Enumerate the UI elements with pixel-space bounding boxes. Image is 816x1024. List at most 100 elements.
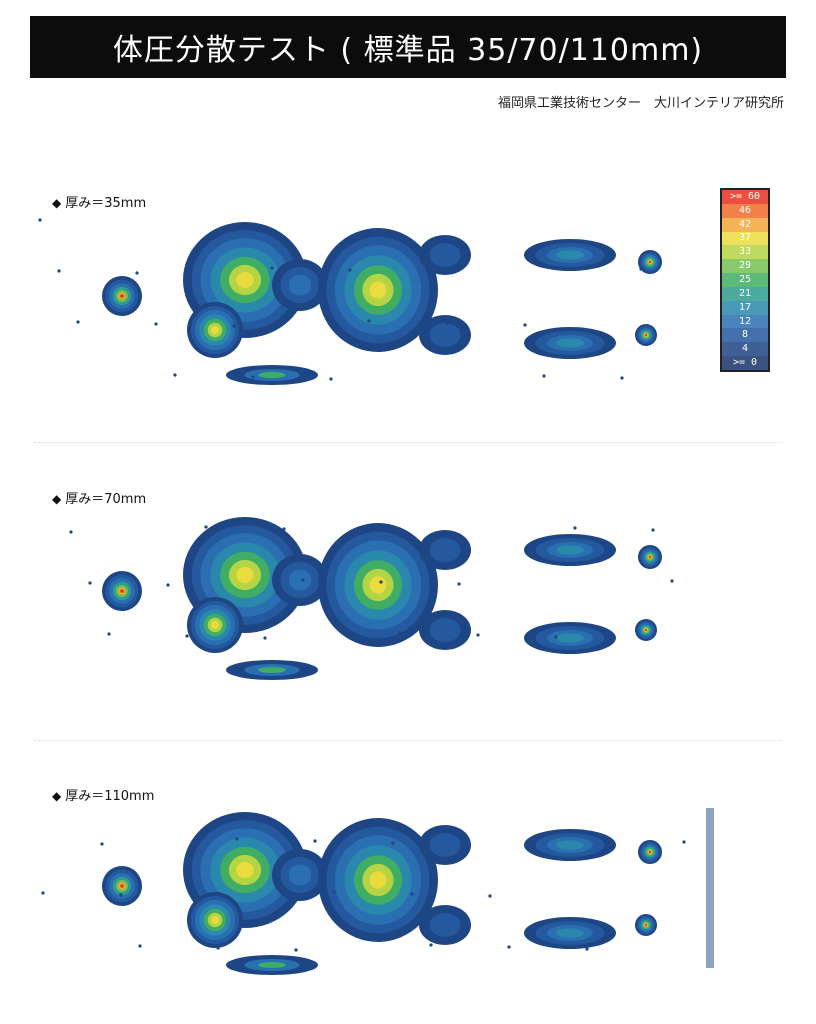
edge-noise-area [706, 808, 714, 968]
noise-dot [507, 945, 511, 949]
page-title: 体圧分散テスト ( 標準品 35/70/110mm) [30, 16, 786, 78]
pressure-map-70mm [69, 517, 674, 680]
heel-pressure-area [648, 260, 652, 264]
noise-dot [185, 634, 189, 638]
noise-dot [329, 377, 333, 381]
noise-dot [166, 583, 170, 587]
head-pressure-area [120, 884, 124, 888]
noise-dot [445, 321, 449, 325]
noise-dot [41, 891, 45, 895]
noise-dot [457, 582, 461, 586]
noise-dot [360, 529, 364, 533]
noise-dot [173, 373, 177, 377]
section-label-110mm: ◆ 厚み＝110mm [52, 785, 154, 804]
noise-dot [488, 894, 492, 898]
shoulder-pressure-area [211, 326, 219, 334]
noise-dot [476, 633, 480, 637]
noise-dot [682, 840, 686, 844]
section-divider [34, 442, 782, 443]
legend-row: 17 [722, 300, 768, 315]
legend-row: 4 [722, 342, 768, 357]
arm-pressure-area [258, 962, 286, 968]
hip-pressure-area [369, 281, 387, 299]
hip-edge-area [429, 323, 461, 347]
noise-dot [348, 268, 352, 272]
heel-pressure-area [645, 924, 647, 926]
noise-dot [651, 528, 655, 532]
hip-pressure-area [369, 576, 387, 594]
hip-edge-area [429, 618, 461, 642]
shoulder-pressure-area [211, 916, 219, 924]
noise-dot [670, 579, 674, 583]
noise-dot [391, 841, 395, 845]
hip-edge-area [429, 243, 461, 267]
arm-pressure-area [258, 372, 286, 378]
source-credit: 福岡県工業技術センター 大川インテリア研究所 [497, 96, 784, 111]
section-label-35mm: ◆ 厚み＝35mm [52, 192, 146, 211]
head-pressure-area [120, 294, 124, 298]
noise-dot [604, 838, 608, 842]
heel-pressure-area [645, 629, 647, 631]
legend-row: 12 [722, 314, 768, 329]
noise-dot [232, 324, 236, 328]
noise-dot [573, 526, 577, 530]
noise-dot [88, 581, 92, 585]
noise-dot [639, 267, 643, 271]
waist-pressure-area [288, 569, 312, 591]
arm-pressure-area [258, 667, 286, 673]
noise-dot [100, 842, 104, 846]
noise-dot [38, 218, 42, 222]
noise-dot [410, 892, 414, 896]
noise-dot [76, 320, 80, 324]
back-pressure-area [236, 861, 254, 879]
heel-pressure-area [645, 334, 647, 336]
noise-dot [263, 636, 267, 640]
hip-pressure-area [369, 871, 387, 889]
noise-dot [135, 271, 139, 275]
noise-dot [367, 319, 371, 323]
noise-dot [69, 530, 73, 534]
section-label-text: 厚み＝110mm [65, 789, 155, 804]
section-divider [34, 740, 782, 741]
noise-dot [251, 375, 255, 379]
legend-row: >= 0 [722, 356, 768, 370]
noise-dot [523, 323, 527, 327]
noise-dot [554, 635, 558, 639]
noise-dot [379, 580, 383, 584]
hip-edge-area [429, 538, 461, 562]
diamond-bullet-icon: ◆ [52, 196, 62, 210]
calf-pressure-area [556, 338, 584, 348]
calf-pressure-area [556, 928, 584, 938]
hip-edge-area [429, 833, 461, 857]
calf-pressure-area [556, 840, 584, 850]
noise-dot [270, 266, 274, 270]
legend-row: 42 [722, 217, 768, 232]
noise-dot [57, 269, 61, 273]
legend-row: 29 [722, 259, 768, 274]
noise-dot [620, 376, 624, 380]
legend-row: 33 [722, 245, 768, 260]
noise-dot [429, 943, 433, 947]
pressure-map-35mm [38, 218, 662, 385]
heel-pressure-area [648, 850, 652, 854]
pressure-map-110mm [41, 808, 714, 975]
noise-dot [216, 946, 220, 950]
back-pressure-area [236, 271, 254, 289]
pressure-legend: >= 60 46 42 37 33 29 25 21 17 12 8 4 >= 0 [720, 188, 770, 372]
noise-dot [154, 322, 158, 326]
heel-pressure-area [648, 555, 652, 559]
diamond-bullet-icon: ◆ [52, 492, 62, 506]
legend-row: 46 [722, 203, 768, 218]
legend-row: >= 60 [722, 190, 768, 204]
noise-dot [332, 890, 336, 894]
waist-pressure-area [288, 864, 312, 886]
back-pressure-area [236, 566, 254, 584]
noise-dot [301, 578, 305, 582]
section-label-text: 厚み＝70mm [65, 492, 147, 507]
head-pressure-area [120, 589, 124, 593]
noise-dot [542, 374, 546, 378]
noise-dot [426, 270, 430, 274]
calf-pressure-area [556, 545, 584, 555]
legend-row: 25 [722, 273, 768, 287]
noise-dot [585, 947, 589, 951]
